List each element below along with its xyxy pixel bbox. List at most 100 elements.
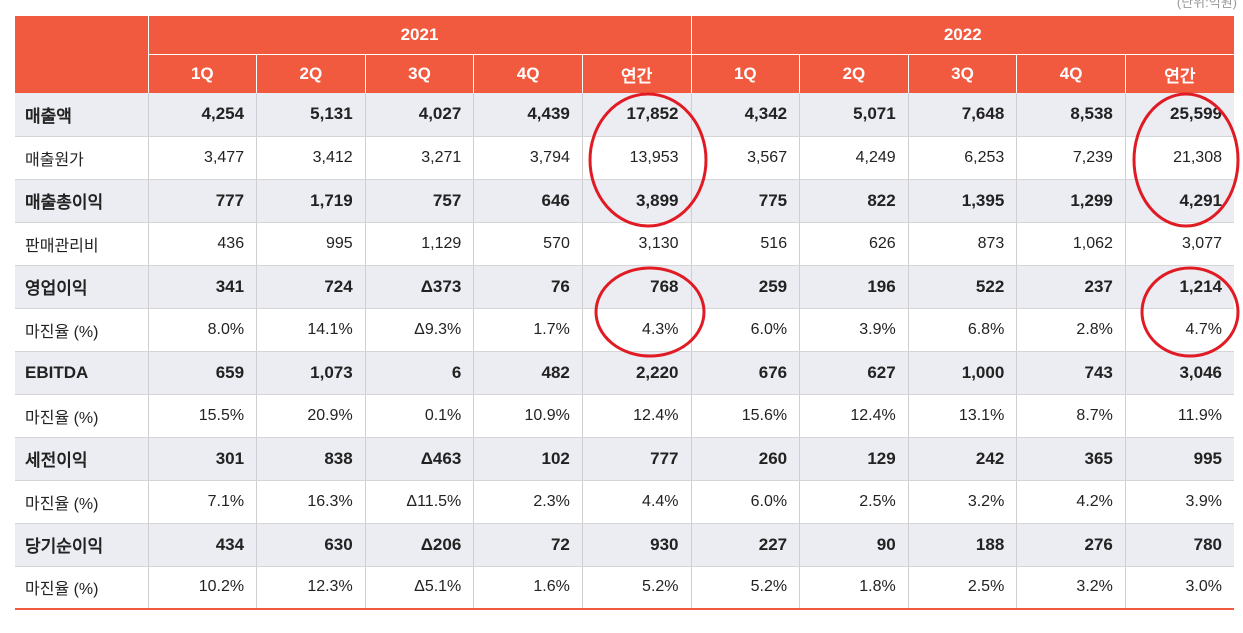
table-cell: 516 xyxy=(690,222,800,266)
table-cell: 7,648 xyxy=(907,93,1017,137)
year-header: 2021 xyxy=(147,16,692,55)
table-cell: 5,131 xyxy=(256,93,366,137)
table-cell: 1,000 xyxy=(907,351,1017,395)
table-cell: 434 xyxy=(147,523,257,567)
table-cell: 6.8% xyxy=(907,308,1017,352)
table-cell: 4,342 xyxy=(690,93,800,137)
table-cell: 3,271 xyxy=(364,136,474,180)
quarter-header: 3Q xyxy=(907,54,1017,93)
table-row: 판매관리비 436 995 1,129 570 3,130 516 626 873 1,062 3,… xyxy=(15,222,1234,266)
financial-table: 2021 2022 1Q 2Q 3Q 4Q 연간 1Q 2Q 3Q 4Q 연간 매출액 4,254 5… xyxy=(15,16,1234,610)
row-label: EBITDA xyxy=(15,351,148,395)
table-cell: 11.9% xyxy=(1124,394,1234,438)
table-cell: 3.9% xyxy=(799,308,909,352)
table-cell: 6 xyxy=(364,351,474,395)
table-cell: Δ206 xyxy=(364,523,474,567)
table-cell: 12.4% xyxy=(799,394,909,438)
table-cell: 14.1% xyxy=(256,308,366,352)
table-cell: 6,253 xyxy=(907,136,1017,180)
table-cell: 4,027 xyxy=(364,93,474,137)
table-cell: 4.7% xyxy=(1124,308,1234,352)
table-row: 영업이익 341 724 Δ373 76 768 259 196 522 237 1,214 xyxy=(15,265,1234,309)
table-cell: Δ9.3% xyxy=(364,308,474,352)
table-cell: 2.5% xyxy=(907,566,1017,610)
quarter-header: 4Q xyxy=(1016,54,1126,93)
quarter-header: 2Q xyxy=(799,54,909,93)
table-cell: 482 xyxy=(473,351,583,395)
table-cell: 12.4% xyxy=(581,394,692,438)
table-cell: 301 xyxy=(147,437,257,481)
table-row: 매출액 4,254 5,131 4,027 4,439 17,852 4,342 5,071 7… xyxy=(15,93,1234,137)
table-cell: 102 xyxy=(473,437,583,481)
table-cell: 25,599 xyxy=(1124,93,1234,137)
table-cell: 2,220 xyxy=(581,351,692,395)
table-cell: 626 xyxy=(799,222,909,266)
table-cell: 15.6% xyxy=(690,394,800,438)
table-cell: 4.4% xyxy=(581,480,692,524)
table-cell: 777 xyxy=(147,179,257,223)
table-cell: 3.9% xyxy=(1124,480,1234,524)
table-cell: 196 xyxy=(799,265,909,309)
quarter-header: 4Q xyxy=(473,54,583,93)
table-row: 매출총이익 777 1,719 757 646 3,899 775 822 1,395 1,299… xyxy=(15,179,1234,223)
year-header: 2022 xyxy=(690,16,1234,55)
table-cell: 995 xyxy=(256,222,366,266)
header-corner xyxy=(15,16,148,93)
table-cell: 1,062 xyxy=(1016,222,1126,266)
table-cell: 995 xyxy=(1124,437,1234,481)
row-label: 마진율 (%) xyxy=(15,394,148,438)
table-cell: 7.1% xyxy=(147,480,257,524)
table-cell: 4,291 xyxy=(1124,179,1234,223)
table-cell: 5,071 xyxy=(799,93,909,137)
table-cell: 129 xyxy=(799,437,909,481)
table-row: 매출원가 3,477 3,412 3,271 3,794 13,953 3,567 4,249… xyxy=(15,136,1234,180)
table-cell: 3,130 xyxy=(581,222,692,266)
table-row: 세전이익 301 838 Δ463 102 777 260 129 242 365 995 xyxy=(15,437,1234,481)
table-cell: 2.5% xyxy=(799,480,909,524)
table-cell: 768 xyxy=(581,265,692,309)
row-label: 매출총이익 xyxy=(15,179,148,223)
table-cell: 2.8% xyxy=(1016,308,1126,352)
table-cell: 3,794 xyxy=(473,136,583,180)
table-cell: 5.2% xyxy=(581,566,692,610)
quarter-header: 2Q xyxy=(256,54,366,93)
table-cell: 12.3% xyxy=(256,566,366,610)
table-cell: 3.2% xyxy=(1016,566,1126,610)
quarter-header: 3Q xyxy=(364,54,474,93)
quarter-header: 1Q xyxy=(690,54,800,93)
table-cell: 630 xyxy=(256,523,366,567)
table-cell: 20.9% xyxy=(256,394,366,438)
table-cell: 4,254 xyxy=(147,93,257,137)
table-cell: 777 xyxy=(581,437,692,481)
table-cell: 627 xyxy=(799,351,909,395)
table-cell: 676 xyxy=(690,351,800,395)
table-cell: 1,073 xyxy=(256,351,366,395)
table-cell: 1,719 xyxy=(256,179,366,223)
table-cell: 570 xyxy=(473,222,583,266)
table-cell: 7,239 xyxy=(1016,136,1126,180)
table-cell: 259 xyxy=(690,265,800,309)
table-cell: 10.2% xyxy=(147,566,257,610)
row-label: 당기순이익 xyxy=(15,523,148,567)
table-cell: 3.2% xyxy=(907,480,1017,524)
table-cell: 76 xyxy=(473,265,583,309)
table-cell: 242 xyxy=(907,437,1017,481)
table-cell: 0.1% xyxy=(364,394,474,438)
table-cell: 4,439 xyxy=(473,93,583,137)
table-cell: 1,129 xyxy=(364,222,474,266)
table-row: EBITDA 659 1,073 6 482 2,220 676 627 1,000 743 3,0… xyxy=(15,351,1234,395)
table-cell: 4,249 xyxy=(799,136,909,180)
row-label: 매출원가 xyxy=(15,136,148,180)
table-cell: 822 xyxy=(799,179,909,223)
table-cell: 930 xyxy=(581,523,692,567)
table-cell: 775 xyxy=(690,179,800,223)
table-cell: 365 xyxy=(1016,437,1126,481)
table-cell: 1.6% xyxy=(473,566,583,610)
table-cell: 8.0% xyxy=(147,308,257,352)
table-cell: 237 xyxy=(1016,265,1126,309)
table-cell: 90 xyxy=(799,523,909,567)
row-label: 마진율 (%) xyxy=(15,566,148,610)
row-label: 판매관리비 xyxy=(15,222,148,266)
table-cell: 341 xyxy=(147,265,257,309)
table-row: 마진율 (%) 10.2% 12.3% Δ5.1% 1.6% 5.2% 5.2% 1.8% 2.… xyxy=(15,566,1234,610)
